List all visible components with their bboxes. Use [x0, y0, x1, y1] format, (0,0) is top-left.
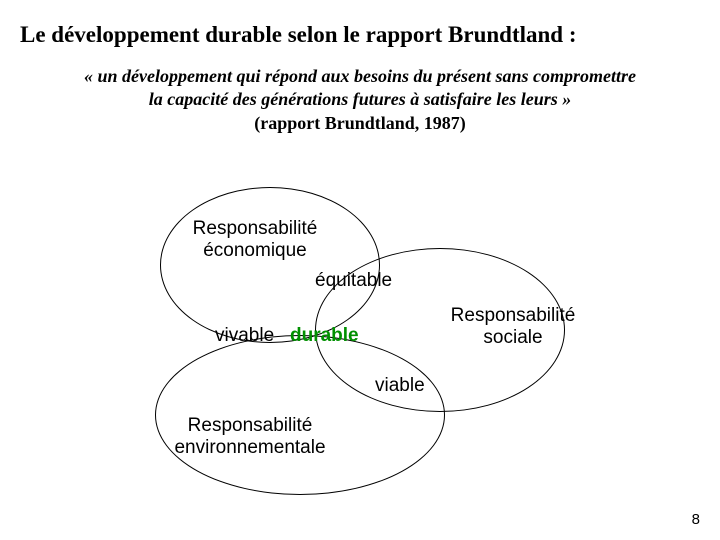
- page-title: Le développement durable selon le rappor…: [20, 22, 577, 48]
- venn-diagram: Responsabilitééconomique Responsabilités…: [110, 170, 610, 500]
- label-economic: Responsabilitééconomique: [180, 218, 330, 262]
- label-vivable: vivable: [215, 325, 274, 347]
- page-number: 8: [692, 511, 700, 528]
- label-durable: durable: [290, 325, 359, 347]
- quote-line-2: la capacité des générations futures à sa…: [149, 89, 572, 109]
- quote-block: « un développement qui répond aux besoin…: [0, 65, 720, 110]
- label-environment: Responsabilitéenvironnementale: [165, 415, 335, 459]
- citation: (rapport Brundtland, 1987): [0, 113, 720, 134]
- label-social: Responsabilitésociale: [438, 305, 588, 349]
- label-viable: viable: [375, 375, 425, 397]
- quote-line-1: « un développement qui répond aux besoin…: [84, 66, 636, 86]
- label-equitable: équitable: [315, 270, 392, 292]
